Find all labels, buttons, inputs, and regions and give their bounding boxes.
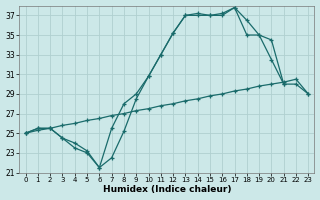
- X-axis label: Humidex (Indice chaleur): Humidex (Indice chaleur): [103, 185, 231, 194]
